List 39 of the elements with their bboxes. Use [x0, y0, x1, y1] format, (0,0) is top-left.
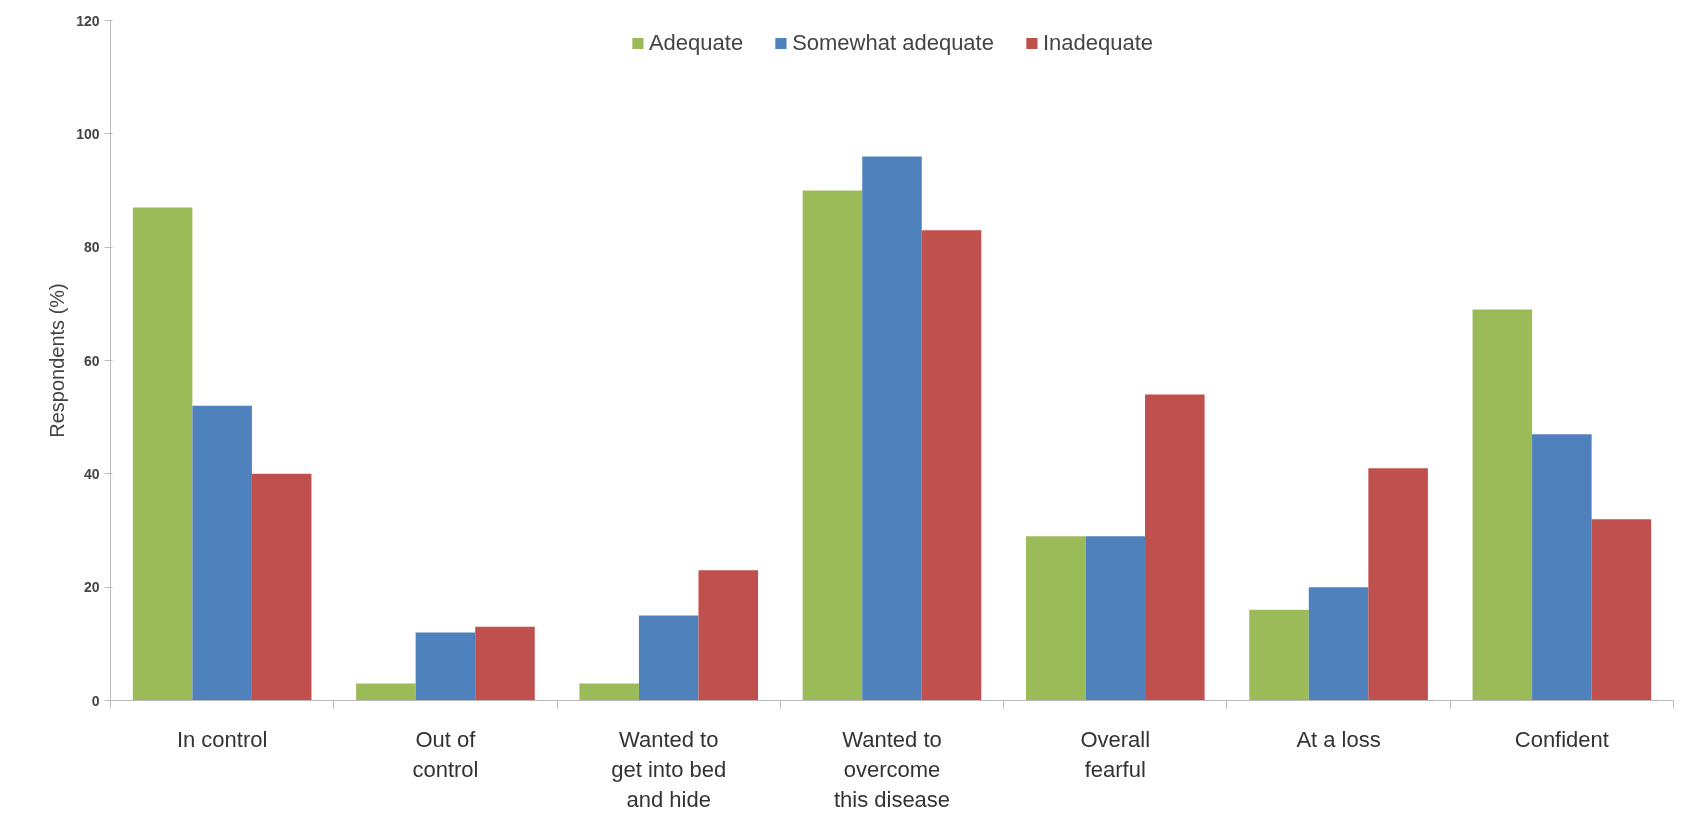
bar: [251, 473, 312, 701]
bar: [638, 615, 699, 701]
y-tick-label: 20: [83, 579, 100, 596]
bar: [1249, 609, 1309, 701]
bar: [1368, 468, 1428, 701]
x-tick-label: In control: [176, 726, 268, 752]
y-tick-label: 60: [83, 352, 100, 369]
bar: [862, 156, 922, 701]
bar: [1532, 434, 1592, 701]
bar: [475, 626, 535, 701]
bar: [698, 570, 759, 701]
legend-label: Adequate: [648, 30, 744, 56]
bar: [1472, 309, 1533, 701]
x-tick-label: At a loss: [1296, 726, 1381, 752]
x-tick-label: Wanted to get into bed and hide: [611, 726, 727, 812]
bar: [921, 230, 982, 701]
bar: [415, 632, 476, 701]
x-tick-label: Overall fearful: [1080, 726, 1151, 782]
bar: [192, 405, 252, 701]
bar: [1025, 536, 1086, 701]
y-axis-title: Respondents (%): [46, 283, 69, 438]
bar: [1308, 587, 1369, 701]
bar: [1085, 536, 1146, 701]
x-tick-label: Out of control: [412, 726, 479, 782]
bar: [132, 207, 193, 701]
y-tick-label: 80: [83, 239, 100, 256]
y-tick-label: 120: [76, 12, 100, 29]
bar: [579, 683, 639, 701]
legend-label: Somewhat adequate: [792, 30, 994, 56]
y-tick-label: 0: [91, 692, 100, 709]
y-tick-label: 100: [76, 125, 100, 142]
y-tick-label: 40: [83, 465, 100, 482]
bar: [802, 190, 863, 701]
bar: [356, 683, 416, 701]
legend-label: Inadequate: [1042, 30, 1154, 56]
bar: [1145, 394, 1205, 701]
x-tick-label: Confident: [1514, 726, 1609, 752]
x-tick-label: Wanted to overcome this disease: [833, 726, 951, 812]
bar: [1591, 519, 1652, 701]
